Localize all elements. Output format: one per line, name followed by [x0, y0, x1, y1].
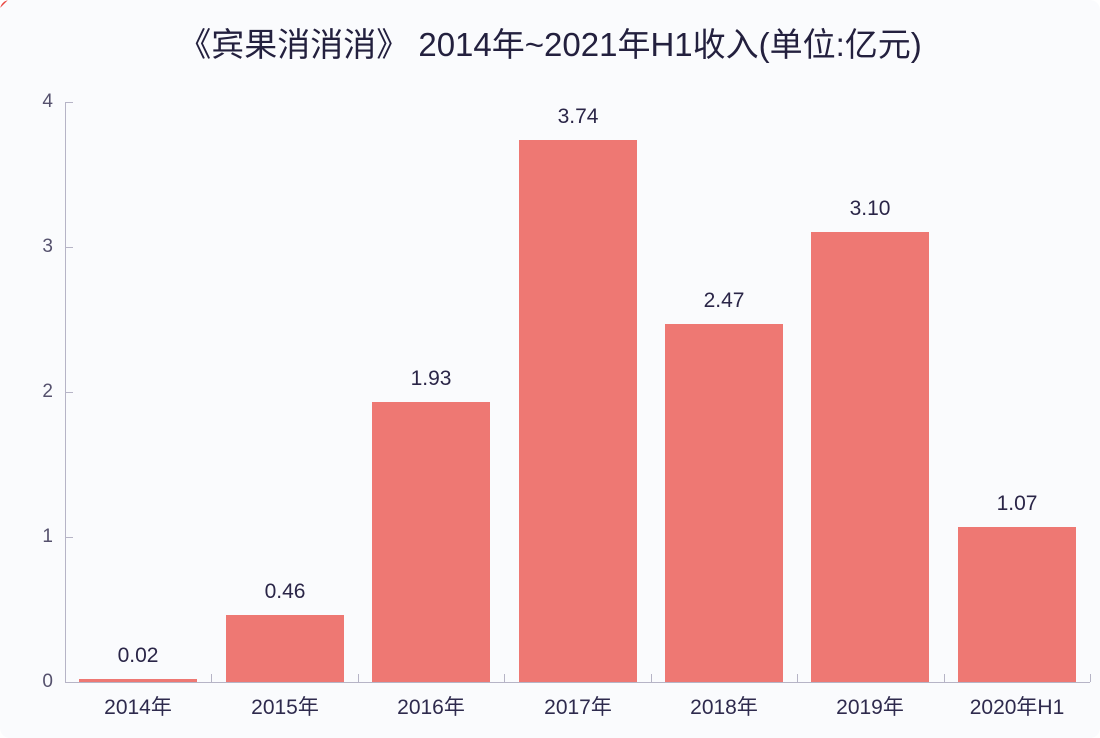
bar-2017年 — [519, 140, 637, 682]
bar-2014年 — [79, 679, 197, 682]
x-axis-tick — [651, 674, 652, 682]
bar-value-label: 3.10 — [849, 197, 891, 220]
y-axis-tick — [66, 102, 73, 103]
y-axis-tick — [66, 537, 73, 538]
x-axis-tick — [1090, 674, 1091, 682]
bar-value-label: 1.07 — [996, 492, 1038, 515]
bar-2019年 — [811, 232, 929, 682]
x-axis-tick — [944, 674, 945, 682]
bar-2016年 — [372, 402, 490, 682]
x-axis-category-label: 2014年 — [104, 696, 172, 719]
y-axis-tick — [66, 247, 73, 248]
y-axis-tick-label: 3 — [42, 236, 53, 257]
x-axis-tick — [358, 674, 359, 682]
x-axis-tick — [211, 674, 212, 682]
x-axis-tick — [504, 674, 505, 682]
bar-2018年 — [665, 324, 783, 682]
y-axis-tick — [66, 392, 73, 393]
x-axis-category-label: 2016年 — [397, 696, 465, 719]
y-axis-line — [65, 102, 66, 682]
bar-value-label: 0.02 — [117, 644, 159, 667]
bar-value-label: 3.74 — [557, 105, 599, 128]
bar-2020年H1 — [958, 527, 1076, 682]
bar-value-label: 2.47 — [703, 289, 745, 312]
y-axis-tick-label: 0 — [42, 671, 53, 692]
corner-artifact — [0, 0, 8, 8]
x-axis-line — [65, 682, 1090, 683]
bar-value-label: 0.46 — [264, 580, 306, 603]
x-axis-tick — [797, 674, 798, 682]
y-axis-tick-label: 2 — [42, 381, 53, 402]
x-axis-category-label: 2019年 — [836, 696, 904, 719]
bar-2015年 — [226, 615, 344, 682]
bar-value-label: 1.93 — [410, 367, 452, 390]
x-axis-category-label: 2015年 — [251, 696, 319, 719]
x-axis-category-label: 2017年 — [544, 696, 612, 719]
x-axis-category-label: 2018年 — [690, 696, 758, 719]
y-axis-tick-label: 4 — [42, 91, 53, 112]
x-axis-category-label: 2020年H1 — [969, 696, 1065, 719]
y-axis-tick-label: 1 — [42, 526, 53, 547]
chart-title: 《宾果消消消》 2014年~2021年H1收入(单位:亿元) — [178, 26, 922, 63]
